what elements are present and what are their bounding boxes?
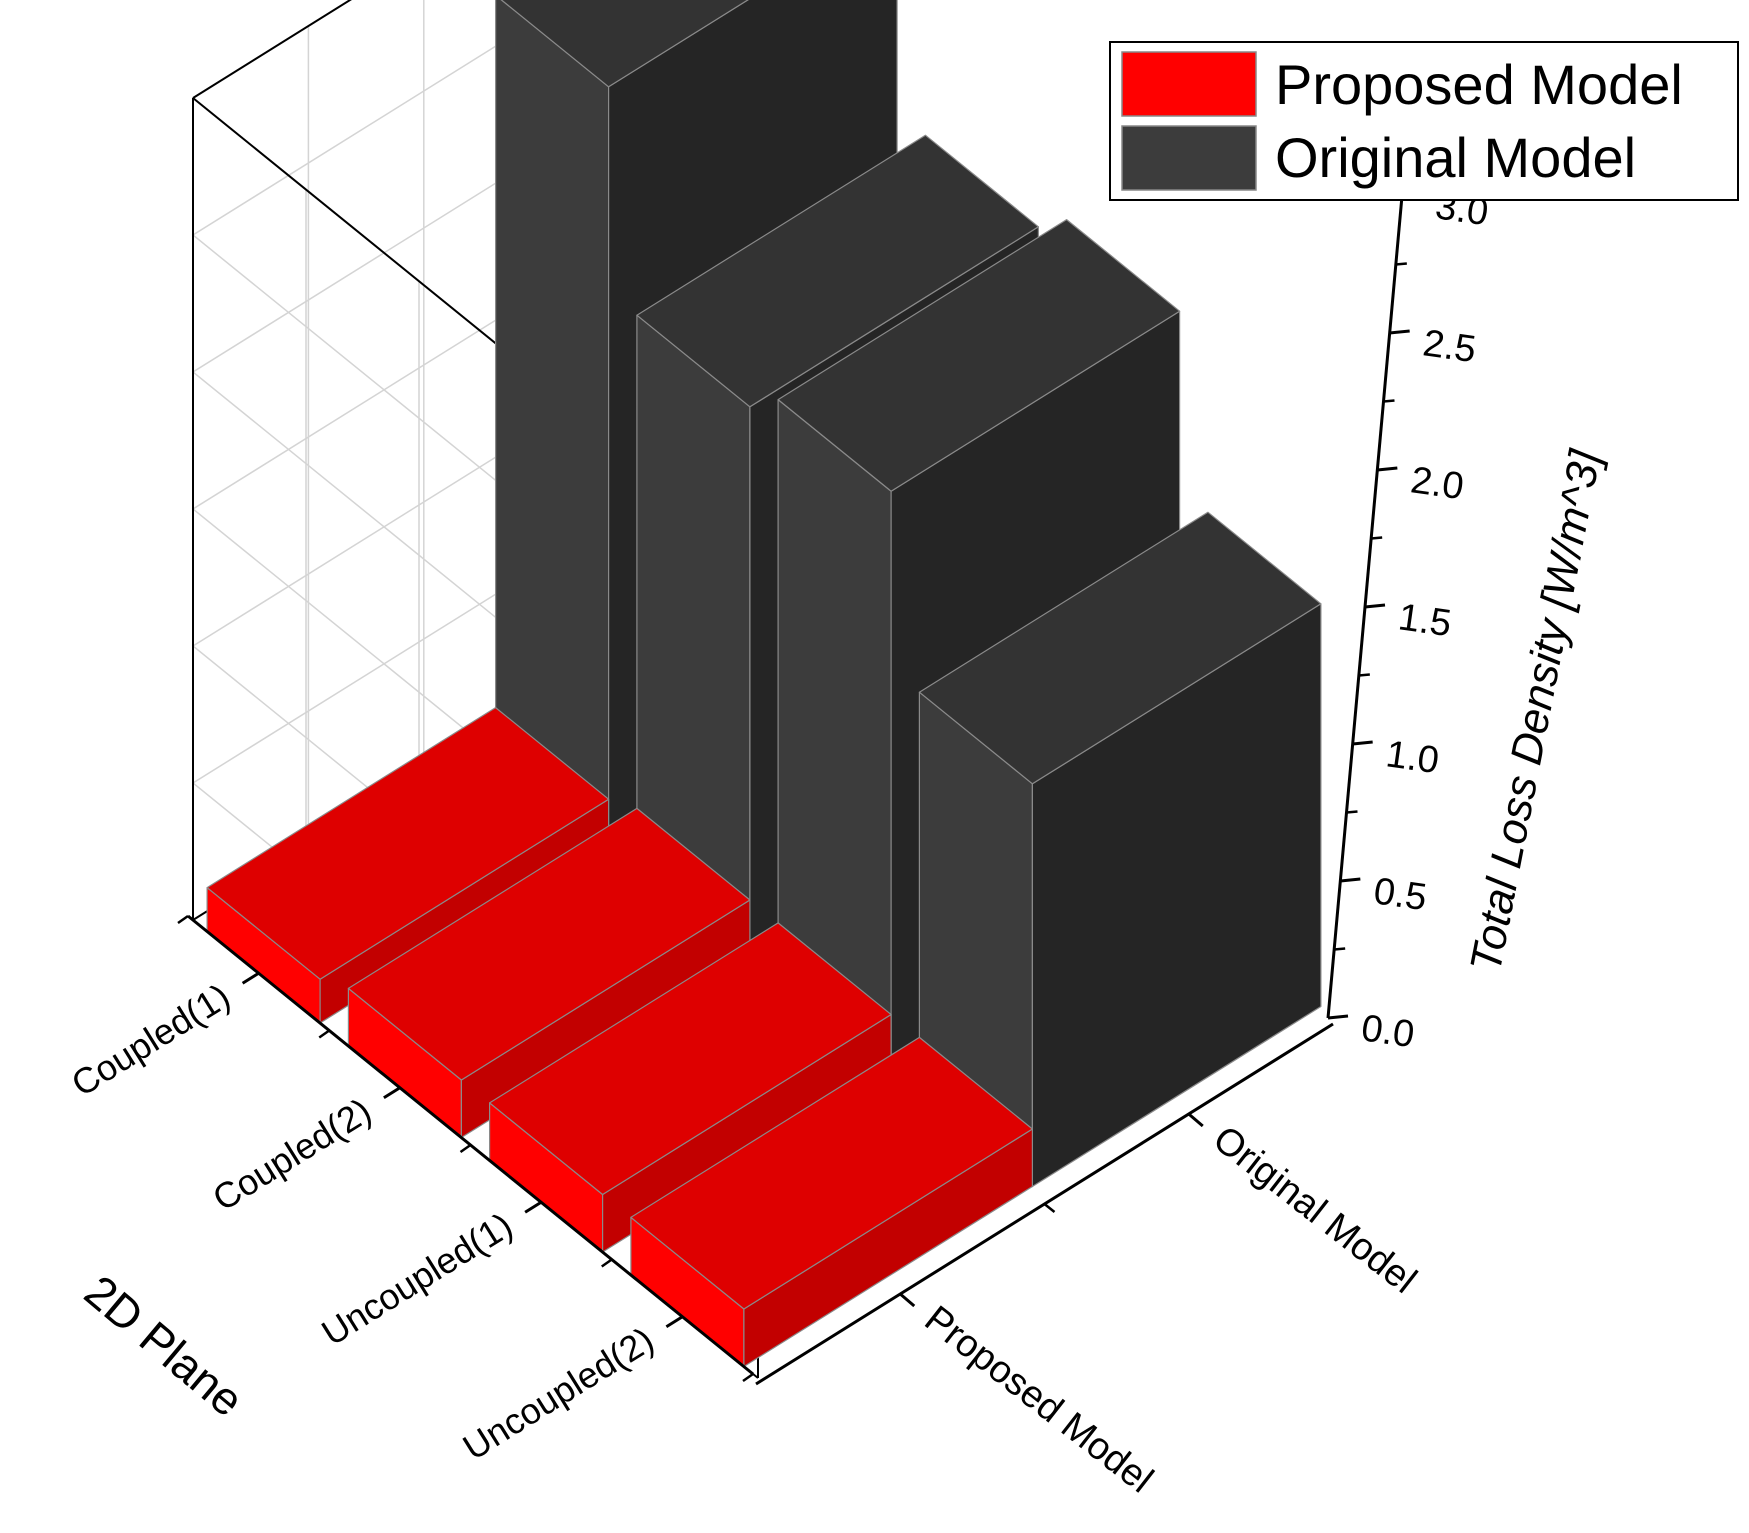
z-tick-label: 2.5 <box>1420 322 1478 371</box>
z-tick <box>1340 877 1361 883</box>
z-tick <box>1389 329 1410 335</box>
bar-top-face <box>206 706 610 980</box>
x-tick-label: Uncoupled(1) <box>314 1204 519 1353</box>
x-minor-tick <box>177 914 189 925</box>
bar-top-face <box>500 0 749 88</box>
depth-tick-label: Original Model <box>1205 1118 1424 1302</box>
z-tick-label: 1.5 <box>1396 596 1454 645</box>
z-minor-tick <box>1334 947 1346 951</box>
bar-top-face <box>489 922 892 1196</box>
z-tick <box>1377 466 1398 472</box>
bar-proposed-model-4 <box>630 1036 1034 1368</box>
x-tick-label: Uncoupled(2) <box>456 1319 661 1468</box>
x-tick-label: Coupled(2) <box>205 1090 378 1219</box>
bar-top-face <box>630 1036 1034 1310</box>
frame-edge <box>192 0 352 99</box>
bar-top-face <box>777 219 1181 492</box>
z-tick-label: 2.0 <box>1408 459 1466 508</box>
depth-tick-label: Proposed Model <box>917 1298 1161 1501</box>
x-minor-tick <box>601 1258 613 1268</box>
bar-top-face <box>636 134 1040 408</box>
z-tick <box>1364 603 1386 609</box>
z-minor-tick <box>1358 673 1370 677</box>
x-tick <box>524 1200 542 1214</box>
z-minor-tick <box>1383 399 1395 403</box>
x-tick-label: Coupled(1) <box>64 975 237 1104</box>
x-tick <box>241 971 260 985</box>
bar-front-face <box>495 0 610 844</box>
z-minor-tick <box>1371 536 1383 540</box>
legend-label-original: Original Model <box>1275 126 1636 189</box>
z-tick-label: 1.0 <box>1383 733 1441 782</box>
legend-swatch-original <box>1121 125 1257 191</box>
z-tick <box>1327 1014 1349 1020</box>
x-axis-title: 2D Plane <box>75 1265 253 1426</box>
z-minor-tick <box>1395 262 1407 266</box>
x-minor-tick <box>459 1143 472 1154</box>
depth-tick <box>899 1292 916 1308</box>
z-tick-label: 0.0 <box>1359 1007 1417 1056</box>
z-tick-label: 0.5 <box>1371 870 1429 919</box>
bar-top-face <box>347 807 751 1081</box>
z-axis-title: Total Loss Density [W/m^3] <box>1461 445 1611 976</box>
x-minor-tick <box>742 1372 754 1383</box>
x-tick <box>665 1315 684 1329</box>
x-minor-tick <box>318 1029 330 1039</box>
x-tick <box>383 1086 401 1100</box>
legend-swatch-proposed <box>1121 51 1257 117</box>
depth-tick <box>1187 1112 1204 1128</box>
bar-top-face <box>918 511 1322 785</box>
depth-minor-tick <box>1043 1203 1056 1213</box>
legend: Proposed Model Original Model <box>1109 41 1739 201</box>
chart-bars <box>206 0 1322 1368</box>
legend-label-proposed: Proposed Model <box>1275 53 1683 116</box>
z-minor-tick <box>1346 810 1358 814</box>
z-tick <box>1352 740 1373 746</box>
